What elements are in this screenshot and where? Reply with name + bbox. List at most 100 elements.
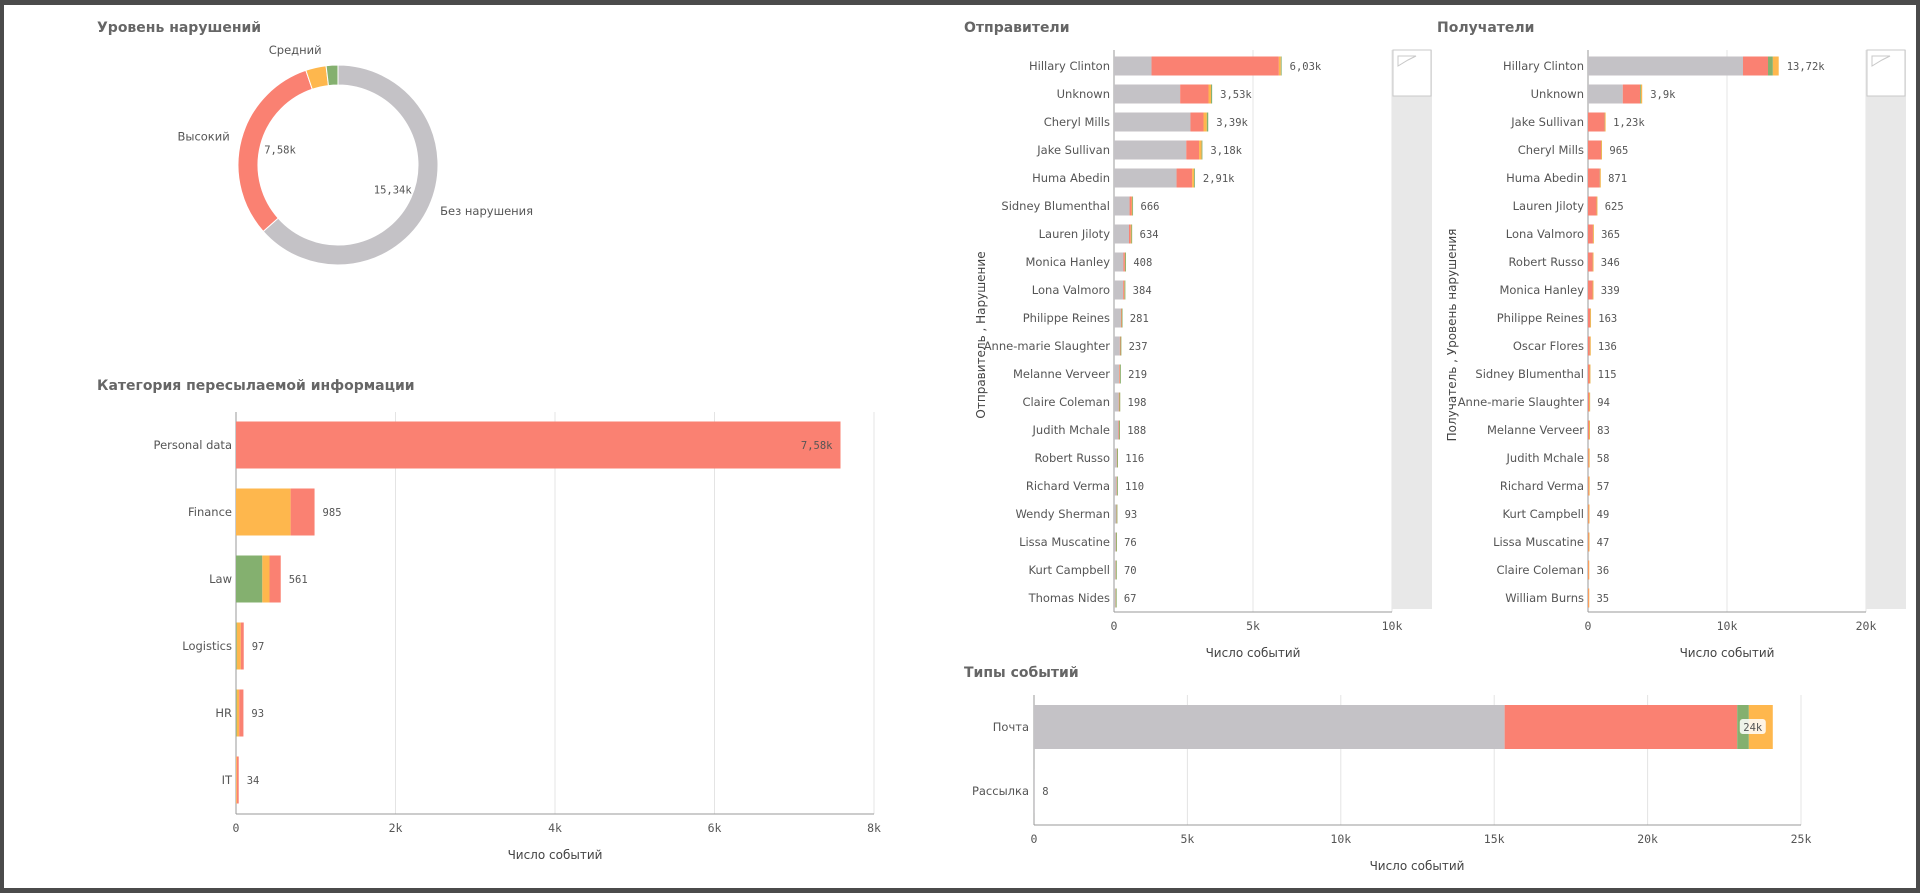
category-label: Sidney Blumenthal [1475, 367, 1584, 381]
bar-segment-none [1114, 168, 1177, 188]
bar-segment-high [1129, 196, 1132, 216]
data-label: 561 [289, 574, 308, 586]
category-label: Почта [993, 720, 1029, 734]
bar-segment-low [236, 555, 263, 603]
category-bar-chart[interactable]: 0 2k 4k 6k 8k Personal data 7,58k Finance 985 Law… [84, 400, 904, 880]
data-label: 36 [1597, 565, 1610, 577]
bar-segment-medium [1589, 364, 1591, 384]
bar-segment-medium [1640, 84, 1643, 104]
bar-segment-medium [1590, 308, 1592, 328]
bar-segment-none [1588, 56, 1743, 76]
data-label: 198 [1128, 397, 1147, 409]
category-label: William Burns [1505, 591, 1584, 605]
data-label: 67 [1124, 593, 1137, 605]
events-panel-title: Типы событий [964, 665, 1079, 681]
senders-bar-chart[interactable]: 0 5k 10k Hillary Clinton 6,03k Unknown 3,53k Ch… [959, 45, 1434, 665]
data-label: 237 [1129, 341, 1148, 353]
bar-segment-medium [1588, 476, 1590, 496]
bar-segment-high [236, 421, 841, 469]
bar-segment-high [1588, 448, 1589, 468]
minimap-icon [1871, 55, 1891, 67]
bar-segment-medium [1589, 420, 1590, 440]
data-label-box [1739, 719, 1766, 734]
x-tick-label: 2k [389, 821, 403, 835]
category-label: Jake Sullivan [1036, 143, 1110, 157]
data-label: 136 [1598, 341, 1617, 353]
bar-segment-none [1114, 308, 1121, 328]
data-label: 219 [1128, 369, 1147, 381]
x-tick-label: 10k [1382, 619, 1403, 633]
category-label: Philippe Reines [1497, 311, 1584, 325]
bar-segment-high [1588, 196, 1597, 216]
category-label: Kurt Campbell [1029, 563, 1111, 577]
data-label: 8 [1042, 786, 1048, 798]
category-label: Thomas Nides [1028, 591, 1110, 605]
bar-segment-low [1120, 336, 1122, 356]
x-tick-label: 0 [1031, 832, 1038, 846]
donut-value-label: 7,58k [264, 145, 296, 157]
bar-segment-low [1132, 196, 1134, 216]
x-tick-label: 5k [1246, 619, 1260, 633]
donut-value-label: 15,34k [374, 185, 413, 197]
bar-segment-low [1201, 140, 1203, 160]
bar-segment-high [1190, 112, 1204, 132]
bar-segment-high [239, 689, 244, 737]
data-label: 985 [323, 507, 342, 519]
bar-segment-low [1116, 504, 1118, 524]
bar-segment-medium [1588, 532, 1590, 552]
bar-segment-high [240, 622, 244, 670]
data-label: 6,03k [1290, 61, 1322, 73]
events-bar-chart[interactable]: 0 5k 10k 15k 20k 25k Почта 24k Рассылка 8 Число со… [959, 690, 1916, 885]
bar-segment-high [1588, 476, 1589, 496]
recipients-panel-title: Получатели [1437, 20, 1535, 36]
data-label: 339 [1601, 285, 1620, 297]
category-label: Logistics [182, 639, 232, 653]
category-label: Robert Russo [1034, 451, 1110, 465]
bar-segment-high [1588, 336, 1590, 356]
category-label: Lauren Jiloty [1513, 199, 1585, 213]
scrollbar-thumb[interactable] [1392, 49, 1432, 97]
bar-segment-high [1588, 140, 1602, 160]
bar-segment-none [1114, 336, 1120, 356]
bar-segment-medium [1588, 504, 1590, 524]
severity-donut-chart[interactable]: 15,34k 7,58k Без нарушения Высокий Средний [84, 43, 544, 295]
bar-segment-low [1116, 532, 1117, 552]
data-label: 625 [1605, 201, 1624, 213]
category-label: Claire Coleman [1022, 395, 1110, 409]
bar-segment-high [1119, 336, 1121, 356]
data-label: 93 [251, 708, 264, 720]
donut-category-label: Высокий [177, 129, 229, 143]
scrollbar-track [1392, 50, 1432, 609]
x-tick-label: 0 [1585, 619, 1592, 633]
data-label: 115 [1598, 369, 1617, 381]
bar-segment-low [1117, 476, 1118, 496]
category-label: Lauren Jiloty [1039, 227, 1111, 241]
category-label: Personal data [154, 438, 232, 452]
bar-segment-high [1588, 392, 1590, 412]
bar-segment-high [1118, 392, 1120, 412]
bar-segment-high [1180, 84, 1209, 104]
bar-segment-high [1151, 56, 1279, 76]
bar-segment-high [1588, 280, 1593, 300]
bar-segment-low [1194, 168, 1195, 188]
scrollbar-thumb[interactable] [1866, 49, 1906, 97]
bar-segment-high [1588, 588, 1589, 608]
category-label: Sidney Blumenthal [1001, 199, 1110, 213]
bar-segment-high [1588, 420, 1590, 440]
recipients-bar-chart[interactable]: 0 10k 20k Hillary Clinton 13,72k Unknown 3,9k J… [1432, 45, 1916, 665]
bar-segment-high [290, 488, 315, 536]
bar-segment-high [1176, 168, 1193, 188]
category-label: Anne-marie Slaughter [984, 339, 1111, 353]
category-label: Judith Mchale [1032, 423, 1110, 437]
bar-segment-high [1588, 364, 1590, 384]
category-label: Melanne Verveer [1013, 367, 1110, 381]
severity-panel-title: Уровень нарушений [97, 20, 262, 36]
data-label: 2,91k [1203, 173, 1235, 185]
category-label: Richard Verma [1026, 479, 1110, 493]
donut-category-label: Без нарушения [440, 204, 533, 218]
data-label: 3,53k [1220, 89, 1252, 101]
category-label: IT [222, 773, 233, 787]
data-label: 13,72k [1787, 61, 1826, 73]
data-label: 83 [1597, 425, 1610, 437]
bar-segment-none [1034, 769, 1035, 813]
